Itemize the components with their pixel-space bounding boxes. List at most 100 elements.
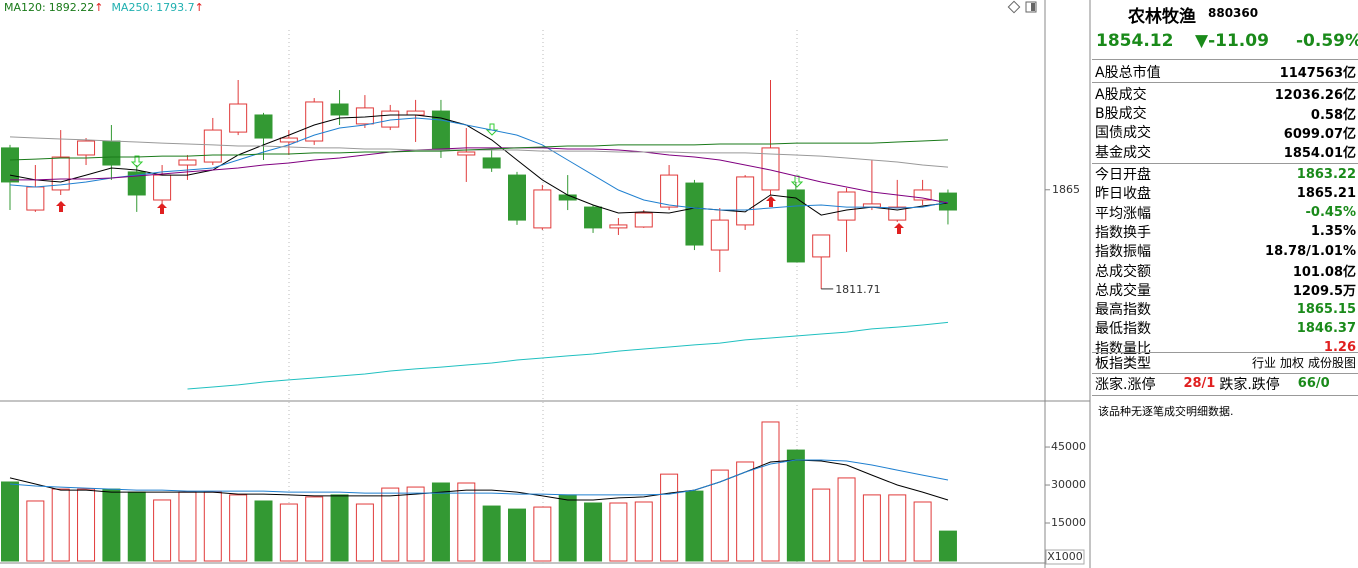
candle-body xyxy=(406,110,425,116)
candle-body xyxy=(533,189,552,229)
type-option[interactable]: 成份股图 xyxy=(1307,356,1356,370)
y-tick-label: 30000 xyxy=(1051,478,1086,491)
volume-bar xyxy=(533,506,552,562)
ma-line xyxy=(9,114,949,216)
type-option[interactable]: 行业 xyxy=(1251,356,1276,370)
quote-row: 昨日收盘 1865.21 xyxy=(1095,184,1356,203)
row-value: 1865.15 xyxy=(1296,301,1356,317)
volume-bar xyxy=(837,477,856,562)
row-label: A股总市值 xyxy=(1095,64,1161,81)
quote-row: 总成交额 101.08亿 xyxy=(1095,261,1356,281)
quote-row: B股成交 0.58亿 xyxy=(1095,104,1356,123)
candle-body xyxy=(710,219,729,251)
candle-body xyxy=(609,224,628,229)
candle-body xyxy=(153,174,172,201)
chart-area: MA120: 1892.22↑ MA250: 1793.7↑ 18651811.711… xyxy=(0,0,1091,568)
volume-bar xyxy=(381,487,400,562)
volume-bar xyxy=(888,494,907,562)
volume-bar xyxy=(862,494,881,562)
type-option[interactable]: 加权 xyxy=(1279,356,1304,370)
y-tick-label: 1865 xyxy=(1052,183,1080,196)
candle-body xyxy=(482,157,501,169)
volume-bar xyxy=(431,482,450,562)
row-value: 18.78/1.01% xyxy=(1265,243,1356,259)
quote-row: 总成交量 1209.5万 xyxy=(1095,280,1356,300)
candle-body xyxy=(913,189,932,201)
legend-trend: ↑ xyxy=(94,1,103,14)
row-label: 总成交量 xyxy=(1095,282,1151,299)
volume-bar xyxy=(685,490,704,562)
row-label: 总成交额 xyxy=(1095,263,1151,280)
quote-row: 平均涨幅 -0.45% xyxy=(1095,203,1356,222)
legend: MA120: 1892.22↑ MA250: 1793.7↑ xyxy=(4,1,204,14)
volume-bar xyxy=(1,481,19,562)
separator xyxy=(1092,59,1358,60)
volume-bar xyxy=(457,482,476,562)
legend-label: MA250: xyxy=(111,1,153,14)
volume-bar xyxy=(508,508,526,562)
ma-line xyxy=(9,117,949,211)
quote-panel: 农林牧渔 880360 1854.12 ▼-11.09 -0.59% A股总市值… xyxy=(1092,0,1358,568)
volume-bar xyxy=(584,502,603,562)
volume-bar xyxy=(482,505,501,562)
separator xyxy=(1092,373,1358,374)
volume-bar xyxy=(710,469,729,562)
buy-signal xyxy=(56,196,904,234)
volume-bar xyxy=(558,494,577,562)
candle-body xyxy=(634,212,653,228)
type-options: 行业 加权 成份股图 xyxy=(1248,354,1356,371)
volume-bar xyxy=(736,461,755,562)
volume-bar xyxy=(406,486,425,562)
row-label: A股成交 xyxy=(1095,86,1147,103)
row-value: 1846.37 xyxy=(1296,320,1356,336)
y-tick-label: 45000 xyxy=(1051,440,1086,453)
candle-body xyxy=(786,189,805,263)
separator xyxy=(1092,162,1358,164)
volume-bar xyxy=(761,421,780,562)
volume-bar xyxy=(153,499,172,562)
row-value: 12036.26亿 xyxy=(1274,88,1356,104)
ma-line xyxy=(10,147,949,204)
volume-bar xyxy=(127,491,146,562)
candle-body xyxy=(584,206,603,229)
type-row: 板指类型 行业 加权 成份股图 xyxy=(1095,353,1356,372)
quote-row: 基金成交 1854.01亿 xyxy=(1095,142,1356,162)
row-label: 国债成交 xyxy=(1095,125,1151,142)
row-label: 最低指数 xyxy=(1095,321,1151,338)
volume-bar xyxy=(660,473,679,562)
candle-body xyxy=(127,171,146,196)
up-value: 28/1 xyxy=(1183,376,1216,391)
volume-bar xyxy=(812,488,831,562)
price: 1854.12 xyxy=(1096,31,1174,51)
legend-label: MA120: xyxy=(4,1,46,14)
row-label: 平均涨幅 xyxy=(1095,205,1151,222)
row-label: 指数换手 xyxy=(1095,224,1151,241)
separator xyxy=(1092,352,1358,353)
candle-body xyxy=(1,147,19,183)
row-value: 1865.21 xyxy=(1296,185,1356,201)
quote-row: 今日开盘 1863.22 xyxy=(1095,165,1356,184)
candle-body xyxy=(660,174,679,208)
volume-bar xyxy=(355,503,374,562)
candle-body xyxy=(254,114,273,139)
down-label: 跌家.跌停 xyxy=(1219,376,1280,393)
separator xyxy=(1092,395,1358,396)
separator xyxy=(1092,82,1358,84)
row-value: 6099.07亿 xyxy=(1283,126,1356,142)
candle-body xyxy=(736,176,755,226)
row-label: 昨日收盘 xyxy=(1095,186,1151,203)
ma-line xyxy=(187,321,949,390)
y-tick-label: 15000 xyxy=(1051,516,1086,529)
ma-line xyxy=(9,139,949,161)
annotation: 1811.71 xyxy=(835,283,881,296)
quote-row: 指数振幅 18.78/1.01% xyxy=(1095,242,1356,261)
candle-body xyxy=(812,234,831,258)
candle-body xyxy=(26,186,45,211)
row-label: B股成交 xyxy=(1095,106,1147,123)
volume-bar xyxy=(913,501,932,562)
volume-bar xyxy=(229,494,248,562)
toolbar-icons[interactable] xyxy=(1007,0,1037,14)
row-label: 板指类型 xyxy=(1095,355,1151,372)
volume-bar xyxy=(203,491,222,562)
